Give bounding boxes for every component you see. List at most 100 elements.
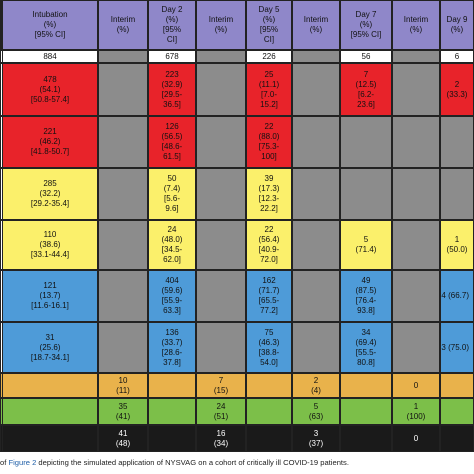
- table-cell-r7-day9: 3 (75.0): [440, 322, 474, 373]
- table-cell-r2-day9: 2 (33.3): [440, 63, 474, 116]
- table-cell-r10-day2: [148, 425, 196, 452]
- table-cell-r8-day2: [148, 373, 196, 398]
- table-cell-r5-day9: 1 (50.0): [440, 220, 474, 270]
- table-cell-r1-interim2: [196, 50, 246, 63]
- table-cell-r10-day7: [340, 425, 392, 452]
- data-table: Intubation (%) [95% CI] Interim (%) Day 2 …: [0, 0, 474, 452]
- table-cell-r4-day2: 50 (7.4) [5.6- 9.6]: [148, 168, 196, 220]
- table-cell-r10-day5: [246, 425, 292, 452]
- table-cell-r2-day2: 223 (32.9) [29.5- 36.5]: [148, 63, 196, 116]
- table-cell-r1-day5: 226: [246, 50, 292, 63]
- table-cell-r2-interim3: [292, 63, 340, 116]
- table-cell-r9-interim4: 1 (100): [392, 398, 440, 425]
- table-cell-r7-interim1: [98, 322, 148, 373]
- table-cell-r1-day9: 6: [440, 50, 474, 63]
- table-cell-r6-day5: 162 (71.7) [65.5- 77.2]: [246, 270, 292, 322]
- table-cell-r10-day9: [440, 425, 474, 452]
- table-cell-r8-day5: [246, 373, 292, 398]
- table-cell-r3-interim3: [292, 116, 340, 168]
- table-cell-r8-day7: [340, 373, 392, 398]
- table-cell-r3-interim2: [196, 116, 246, 168]
- table-cell-r6-intubation: 121 (13.7) [11.6-16.1]: [2, 270, 98, 322]
- table-cell-r6-interim2: [196, 270, 246, 322]
- table-cell-r1-day7: 56: [340, 50, 392, 63]
- table-cell-r5-interim3: [292, 220, 340, 270]
- table-cell-r1-interim3: [292, 50, 340, 63]
- table-cell-r3-interim4: [392, 116, 440, 168]
- figure-2-link[interactable]: Figure 2: [8, 458, 37, 467]
- table-cell-r1-day2: 678: [148, 50, 196, 63]
- table-cell-r8-interim2: 7 (15): [196, 373, 246, 398]
- table-cell-r4-interim4: [392, 168, 440, 220]
- header-cell-interim2: Interim (%): [196, 0, 246, 50]
- table-cell-r5-day5: 22 (56.4) [40.9- 72.0]: [246, 220, 292, 270]
- table-cell-r8-day9: [440, 373, 474, 398]
- table-cell-r3-day7: [340, 116, 392, 168]
- header-cell-day5: Day 5 (%) [95% CI]: [246, 0, 292, 50]
- table-cell-r3-day2: 126 (56.5) [48.6- 61.5]: [148, 116, 196, 168]
- table-cell-r8-interim3: 2 (4): [292, 373, 340, 398]
- table-cell-r2-day7: 7 (12.5) [6.2- 23.6]: [340, 63, 392, 116]
- table-cell-r7-day2: 136 (33.7) [28.6- 37.8]: [148, 322, 196, 373]
- table-cell-r7-day7: 34 (69.4) [55.5- 80.8]: [340, 322, 392, 373]
- table-cell-r3-intubation: 221 (46.2) [41.8-50.7]: [2, 116, 98, 168]
- table-cell-r6-interim3: [292, 270, 340, 322]
- table-cell-r10-interim3: 3 (37): [292, 425, 340, 452]
- table-cell-r9-day9: [440, 398, 474, 425]
- table-cell-r1-interim1: [98, 50, 148, 63]
- table-cell-r2-interim2: [196, 63, 246, 116]
- table-cell-r8-interim1: 10 (11): [98, 373, 148, 398]
- table-cell-r2-interim4: [392, 63, 440, 116]
- table-cell-r7-interim3: [292, 322, 340, 373]
- table-cell-r2-intubation: 478 (54.1) [50.8-57.4]: [2, 63, 98, 116]
- header-cell-interim1: Interim (%): [98, 0, 148, 50]
- table-cell-r6-interim4: [392, 270, 440, 322]
- table-cell-r9-interim1: 35 (41): [98, 398, 148, 425]
- table-cell-r7-interim2: [196, 322, 246, 373]
- table-cell-r3-day5: 22 (88.0) [75.3- 100]: [246, 116, 292, 168]
- table-cell-r7-interim4: [392, 322, 440, 373]
- table-cell-r2-interim1: [98, 63, 148, 116]
- header-cell-intubation: Intubation (%) [95% CI]: [2, 0, 98, 50]
- table-cell-r10-interim1: 41 (48): [98, 425, 148, 452]
- table-cell-r1-interim4: [392, 50, 440, 63]
- table-cell-r1-intubation: 884: [2, 50, 98, 63]
- table-cell-r4-day5: 39 (17.3) [12.3- 22.2]: [246, 168, 292, 220]
- table-cell-r10-interim4: 0: [392, 425, 440, 452]
- table-cell-r8-intubation: [2, 373, 98, 398]
- table-cell-r6-day2: 404 (59.6) [55.9- 63.3]: [148, 270, 196, 322]
- table-cell-r4-day7: [340, 168, 392, 220]
- table-cell-r4-interim3: [292, 168, 340, 220]
- table-cell-r6-day7: 49 (87.5) [76.4- 93.8]: [340, 270, 392, 322]
- caption-text: depicting the simulated application of N…: [36, 458, 349, 467]
- table-cell-r2-day5: 25 (11.1) [7.0- 15.2]: [246, 63, 292, 116]
- table-cell-r4-interim2: [196, 168, 246, 220]
- table-cell-r5-interim2: [196, 220, 246, 270]
- table-cell-r10-interim2: 16 (34): [196, 425, 246, 452]
- header-cell-interim3: Interim (%): [292, 0, 340, 50]
- table-cell-r5-interim1: [98, 220, 148, 270]
- table-cell-r9-intubation: [2, 398, 98, 425]
- table-cell-r9-day7: [340, 398, 392, 425]
- table-cell-r9-interim3: 5 (63): [292, 398, 340, 425]
- table-cell-r6-day9: 4 (66.7): [440, 270, 474, 322]
- table-cell-r3-day9: [440, 116, 474, 168]
- table-cell-r5-interim4: [392, 220, 440, 270]
- header-cell-day9: Day 9 (%): [440, 0, 474, 50]
- table-cell-r8-interim4: 0: [392, 373, 440, 398]
- table-cell-r10-intubation: [2, 425, 98, 452]
- table-cell-r4-day9: [440, 168, 474, 220]
- table-cell-r9-day2: [148, 398, 196, 425]
- caption-prefix: of: [0, 458, 9, 467]
- table-cell-r9-day5: [246, 398, 292, 425]
- table-cell-r5-day2: 24 (48.0) [34.5- 62.0]: [148, 220, 196, 270]
- header-cell-interim4: Interim (%): [392, 0, 440, 50]
- table-cell-r9-interim2: 24 (51): [196, 398, 246, 425]
- table-cell-r5-day7: 5 (71.4): [340, 220, 392, 270]
- table-cell-r5-intubation: 110 (38.6) [33.1-44.4]: [2, 220, 98, 270]
- header-cell-day7: Day 7 (%) [95% CI]: [340, 0, 392, 50]
- table-cell-r7-day5: 75 (46.3) [38.8- 54.0]: [246, 322, 292, 373]
- table-cell-r3-interim1: [98, 116, 148, 168]
- table-caption: of Figure 2 depicting the simulated appl…: [0, 457, 474, 469]
- table-cell-r4-intubation: 285 (32.2) [29.2-35.4]: [2, 168, 98, 220]
